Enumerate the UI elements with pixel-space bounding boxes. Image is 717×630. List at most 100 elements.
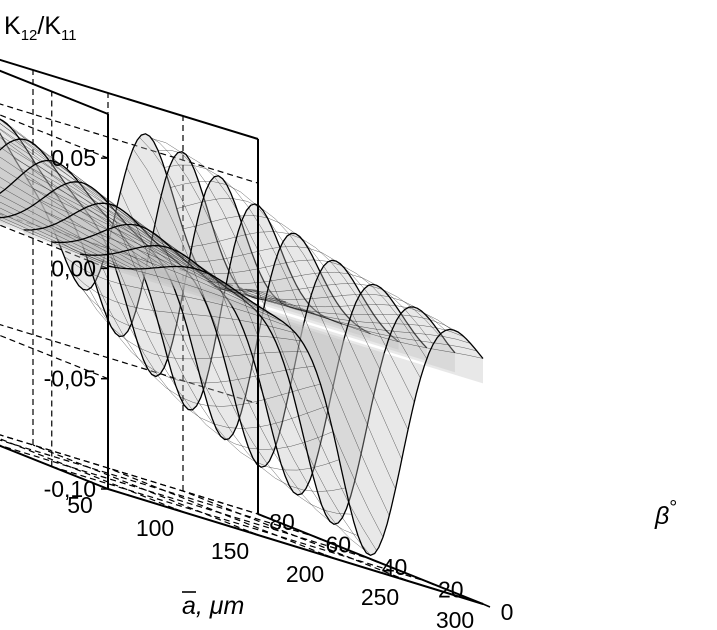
surface-mesh-line bbox=[0, 201, 134, 270]
surface-mesh-line bbox=[0, 216, 115, 268]
grid-line-floor bbox=[182, 490, 409, 582]
y-tick-label: 60 bbox=[325, 532, 351, 558]
z-tick-label: -0,05 bbox=[44, 366, 96, 392]
surface-mesh-line bbox=[207, 271, 434, 345]
surface-mesh-line bbox=[139, 137, 365, 551]
surface-mesh-line bbox=[20, 168, 246, 298]
surface-mesh-line bbox=[89, 289, 315, 384]
surface-mesh-line bbox=[57, 240, 284, 323]
surface-mesh-line bbox=[151, 138, 378, 552]
y-title-var: β bbox=[654, 502, 669, 530]
x-tick-label: 300 bbox=[436, 607, 474, 630]
tick-labels: 50 100 150 200 250 300 0 20 40 60 80 0,05 0,00 -0,05 -… bbox=[44, 145, 514, 630]
surface-mesh-line bbox=[51, 225, 277, 318]
x-tick-label: 50 bbox=[67, 492, 93, 518]
surface-mesh-line bbox=[0, 212, 121, 269]
surface-strip bbox=[23, 203, 399, 468]
z-axis-title: K12/K11 bbox=[4, 12, 77, 44]
surface-mesh-line bbox=[14, 157, 240, 294]
x-tick-mark bbox=[324, 554, 334, 559]
grid-line-floor bbox=[0, 439, 315, 538]
surface-strip bbox=[0, 160, 343, 410]
surface-mesh-line bbox=[239, 289, 465, 338]
surface-mesh-line bbox=[64, 256, 290, 328]
surface-mesh-line bbox=[32, 188, 259, 307]
x-tick-label: 100 bbox=[136, 515, 174, 541]
surface-mesh-line bbox=[0, 123, 215, 277]
surface-strip bbox=[0, 139, 315, 377]
surface-mesh-line bbox=[257, 290, 484, 359]
x-tick-label: 250 bbox=[361, 584, 399, 610]
y-tick-label: 20 bbox=[438, 577, 464, 603]
surface-mesh-line bbox=[0, 146, 171, 267]
y-tick-mark bbox=[426, 580, 435, 586]
y-title-unit: ° bbox=[669, 497, 677, 519]
surface-mesh-line bbox=[132, 148, 359, 536]
z-tick-label: -0,10 bbox=[44, 476, 96, 502]
surface-mesh-line bbox=[7, 147, 234, 289]
x-tick-label: 150 bbox=[211, 538, 249, 564]
grid-line-floor bbox=[0, 444, 371, 560]
surface-mesh-line bbox=[120, 191, 346, 492]
x-axis-title: a, μm bbox=[182, 591, 244, 620]
x-axis-line bbox=[107, 488, 484, 605]
surface-mesh-line bbox=[39, 199, 265, 311]
surface-strip bbox=[51, 224, 427, 495]
surface-mesh-line bbox=[0, 137, 177, 267]
surface-mesh-line bbox=[0, 156, 165, 268]
grid-line-floor bbox=[0, 438, 184, 513]
grid-line-floor bbox=[107, 467, 334, 559]
surface-mesh-line bbox=[195, 246, 421, 379]
surface-mesh-line bbox=[0, 177, 152, 269]
surface-mesh-line bbox=[95, 281, 321, 407]
x-tick-mark bbox=[174, 508, 184, 513]
surface-mesh-line bbox=[82, 289, 309, 360]
surface-mesh-line bbox=[232, 289, 459, 333]
y-tick-mark bbox=[257, 513, 266, 518]
surface-strip bbox=[0, 133, 258, 294]
z-title-main: K bbox=[4, 12, 21, 40]
surface-mesh-line bbox=[101, 265, 327, 429]
surface-mesh-line bbox=[245, 289, 471, 344]
surface-mesh-line bbox=[45, 211, 271, 314]
svg-text:a, μm: a, μm bbox=[182, 592, 244, 620]
surface-mesh-line bbox=[114, 218, 340, 471]
grid-line-floor bbox=[32, 444, 259, 536]
surface-strip bbox=[108, 266, 483, 556]
top-back-edge bbox=[0, 58, 259, 140]
surface-mesh-line bbox=[189, 231, 415, 403]
surface-mesh-line bbox=[76, 282, 302, 342]
z-title-sub1: 12 bbox=[21, 27, 38, 44]
grid-line-left-wall bbox=[0, 224, 109, 269]
surface-mesh-line bbox=[170, 181, 396, 490]
y-tick-mark bbox=[313, 535, 322, 541]
z-tick-label: 0,00 bbox=[51, 255, 96, 281]
x-tick-mark bbox=[399, 577, 409, 582]
surface-mesh-line bbox=[0, 167, 159, 268]
surface-mesh bbox=[0, 118, 484, 557]
surface-mesh-line bbox=[157, 150, 384, 538]
surface-mesh-line bbox=[0, 207, 127, 269]
y-axis-title: β° bbox=[654, 497, 677, 530]
y-tick-label: 0 bbox=[501, 599, 514, 625]
x-title-unit: , μm bbox=[196, 592, 244, 620]
grid-line-floor bbox=[51, 465, 427, 583]
surface-mesh-line bbox=[107, 243, 334, 450]
surface-strip bbox=[0, 181, 371, 440]
y-tick-mark bbox=[370, 558, 378, 563]
floor-left-edge bbox=[0, 444, 109, 490]
axis-frame bbox=[0, 58, 491, 608]
y-tick-label: 40 bbox=[382, 554, 408, 580]
surface-mesh-line bbox=[0, 219, 109, 267]
surface-mesh-line bbox=[182, 215, 409, 430]
x-title-var: a bbox=[182, 592, 196, 620]
surface-mesh-line bbox=[164, 164, 390, 516]
surface-mesh-line bbox=[26, 178, 252, 302]
top-left-edge bbox=[0, 69, 109, 115]
z-title-sep: /K bbox=[37, 12, 61, 40]
z-tick-label: 0,05 bbox=[51, 145, 96, 171]
y-tick-label: 80 bbox=[269, 509, 295, 535]
surface-mesh-line bbox=[0, 194, 140, 270]
z-title-sub2: 11 bbox=[61, 27, 77, 44]
surface-mesh-line bbox=[214, 283, 440, 336]
